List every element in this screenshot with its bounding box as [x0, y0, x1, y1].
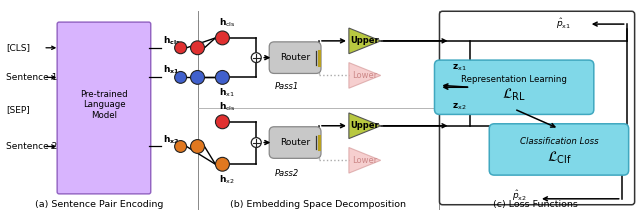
Polygon shape [349, 113, 381, 139]
Text: Representation Learning: Representation Learning [461, 75, 567, 84]
Text: Classification Loss: Classification Loss [520, 137, 598, 146]
Text: [SEP]: [SEP] [6, 106, 30, 114]
Text: Upper: Upper [351, 36, 379, 45]
Text: Lower: Lower [352, 156, 378, 165]
FancyBboxPatch shape [269, 127, 321, 158]
Text: $\mathbf{h}_\mathrm{x1}$: $\mathbf{h}_\mathrm{x1}$ [220, 86, 235, 99]
FancyBboxPatch shape [269, 42, 321, 74]
Text: (a) Sentence Pair Encoding: (a) Sentence Pair Encoding [35, 200, 163, 209]
Text: (c) Loss Functions: (c) Loss Functions [493, 200, 577, 209]
Circle shape [216, 115, 229, 129]
Polygon shape [349, 147, 381, 173]
Text: Pass2: Pass2 [275, 169, 300, 178]
Text: Sentence 2: Sentence 2 [6, 142, 58, 151]
Text: Router: Router [280, 138, 310, 147]
FancyBboxPatch shape [489, 124, 628, 175]
Polygon shape [349, 63, 381, 88]
Circle shape [191, 71, 205, 84]
Circle shape [252, 53, 261, 63]
Circle shape [252, 138, 261, 147]
Circle shape [216, 157, 229, 171]
Text: $\mathbf{z}_\mathrm{x2}$: $\mathbf{z}_\mathrm{x2}$ [452, 102, 467, 112]
Text: Pass1: Pass1 [275, 82, 300, 91]
Text: Router: Router [280, 53, 310, 62]
Circle shape [216, 71, 229, 84]
Text: $\mathbf{h}_\mathrm{x2}$: $\mathbf{h}_\mathrm{x2}$ [220, 173, 235, 186]
Text: $\mathbf{h}_{\mathbf{x1}}$: $\mathbf{h}_{\mathbf{x1}}$ [163, 64, 179, 76]
Text: Sentence 1: Sentence 1 [6, 73, 58, 82]
Circle shape [175, 71, 187, 83]
FancyBboxPatch shape [435, 60, 594, 114]
Text: $\hat{p}_\mathrm{x2}$: $\hat{p}_\mathrm{x2}$ [511, 189, 527, 203]
Text: $\mathbf{h}_\mathrm{cls}$: $\mathbf{h}_\mathrm{cls}$ [220, 17, 236, 29]
Text: [CLS]: [CLS] [6, 43, 30, 52]
Circle shape [191, 41, 205, 55]
Text: $\mathcal{L}_{\mathrm{RL}}$: $\mathcal{L}_{\mathrm{RL}}$ [502, 87, 526, 103]
Text: $\mathbf{h}_\mathrm{cls}$: $\mathbf{h}_\mathrm{cls}$ [220, 100, 236, 113]
Circle shape [175, 42, 187, 54]
Text: Pre-trained
Language
Model: Pre-trained Language Model [80, 90, 128, 120]
Circle shape [216, 31, 229, 45]
Text: $\mathbf{z}_\mathrm{x1}$: $\mathbf{z}_\mathrm{x1}$ [452, 62, 467, 73]
Text: (b) Embedding Space Decomposition: (b) Embedding Space Decomposition [230, 200, 406, 209]
Text: Lower: Lower [352, 71, 378, 80]
Text: $\mathbf{h}_{\mathbf{cls}}$: $\mathbf{h}_{\mathbf{cls}}$ [163, 34, 180, 47]
Circle shape [191, 140, 205, 153]
Text: Upper: Upper [351, 121, 379, 130]
Text: $\mathbf{h}_{\mathbf{x2}}$: $\mathbf{h}_{\mathbf{x2}}$ [163, 133, 179, 146]
FancyBboxPatch shape [57, 22, 151, 194]
Text: $\mathcal{L}_{\mathrm{Clf}}$: $\mathcal{L}_{\mathrm{Clf}}$ [547, 149, 572, 166]
Polygon shape [349, 28, 381, 54]
Text: $\hat{p}_\mathrm{x1}$: $\hat{p}_\mathrm{x1}$ [556, 17, 572, 31]
Circle shape [175, 141, 187, 152]
